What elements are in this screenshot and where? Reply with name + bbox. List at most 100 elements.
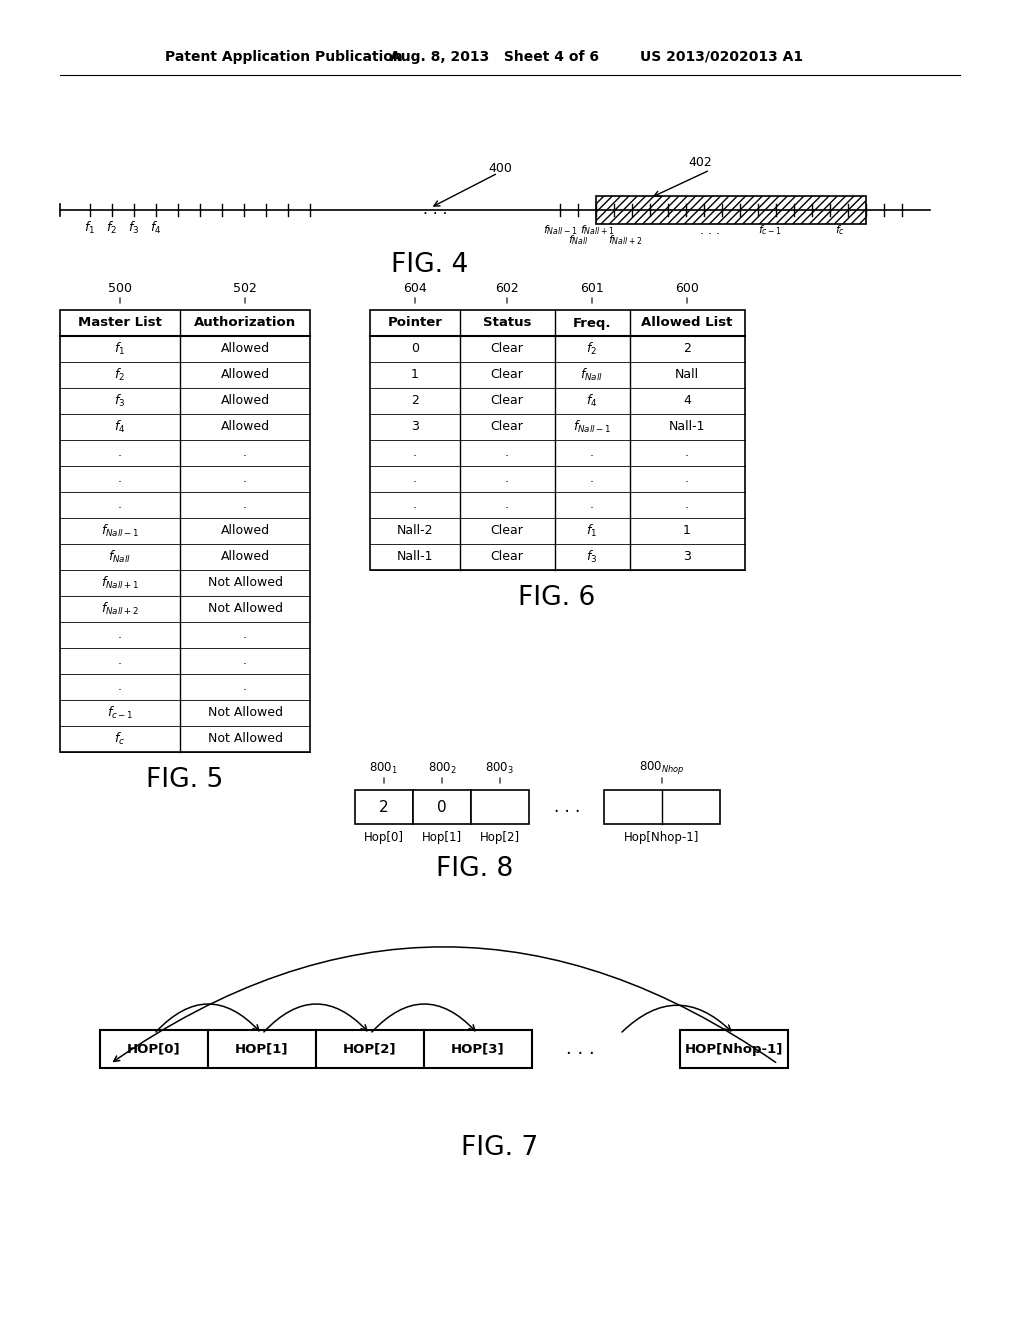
Text: .: . xyxy=(685,473,689,486)
Text: 2: 2 xyxy=(379,800,389,814)
Text: 604: 604 xyxy=(403,281,427,294)
Text: Patent Application Publication: Patent Application Publication xyxy=(165,50,402,63)
Text: Allowed: Allowed xyxy=(220,342,269,355)
Bar xyxy=(413,789,471,824)
Bar xyxy=(680,1030,788,1068)
Text: Clear: Clear xyxy=(490,368,523,381)
Text: .: . xyxy=(413,473,417,486)
Text: 3: 3 xyxy=(411,421,419,433)
Text: $f_{Nall}$: $f_{Nall}$ xyxy=(567,234,589,247)
Text: Allowed: Allowed xyxy=(220,395,269,408)
Text: HOP[3]: HOP[3] xyxy=(452,1043,505,1056)
Text: $f_{Nall+1}$: $f_{Nall+1}$ xyxy=(100,576,139,591)
Text: $f_{Nall+1}$: $f_{Nall+1}$ xyxy=(580,223,614,236)
Text: HOP[2]: HOP[2] xyxy=(343,1043,396,1056)
Text: .: . xyxy=(243,628,247,642)
Text: $f_4$: $f_4$ xyxy=(587,393,598,409)
Bar xyxy=(424,1030,532,1068)
Text: .: . xyxy=(685,446,689,459)
Text: Hop[0]: Hop[0] xyxy=(364,832,404,845)
Text: Pointer: Pointer xyxy=(387,317,442,330)
Text: 502: 502 xyxy=(233,281,257,294)
Text: . . .: . . . xyxy=(700,223,720,236)
Text: .: . xyxy=(505,499,509,511)
Text: Allowed List: Allowed List xyxy=(641,317,733,330)
Text: .: . xyxy=(413,499,417,511)
Text: $f_4$: $f_4$ xyxy=(151,220,162,236)
Text: $f_{Nall-1}$: $f_{Nall-1}$ xyxy=(100,523,139,539)
Text: FIG. 5: FIG. 5 xyxy=(146,767,223,793)
Text: Status: Status xyxy=(482,317,531,330)
Text: Freq.: Freq. xyxy=(572,317,611,330)
Text: 402: 402 xyxy=(688,157,712,169)
Text: HOP[Nhop-1]: HOP[Nhop-1] xyxy=(685,1043,783,1056)
Text: HOP[1]: HOP[1] xyxy=(236,1043,289,1056)
Bar xyxy=(316,1030,424,1068)
Text: HOP[0]: HOP[0] xyxy=(127,1043,181,1056)
Text: $f_c$: $f_c$ xyxy=(835,223,845,236)
Text: Hop[1]: Hop[1] xyxy=(422,832,462,845)
Text: Hop[2]: Hop[2] xyxy=(480,832,520,845)
Text: .: . xyxy=(590,499,594,511)
Text: 0: 0 xyxy=(411,342,419,355)
Text: .: . xyxy=(413,446,417,459)
Text: Not Allowed: Not Allowed xyxy=(208,706,283,719)
Text: .: . xyxy=(243,446,247,459)
Text: Allowed: Allowed xyxy=(220,368,269,381)
Text: $f_2$: $f_2$ xyxy=(587,341,598,356)
Text: $f_2$: $f_2$ xyxy=(115,367,126,383)
Text: Hop[Nhop-1]: Hop[Nhop-1] xyxy=(625,832,699,845)
Text: $f_3$: $f_3$ xyxy=(115,393,126,409)
Text: FIG. 8: FIG. 8 xyxy=(436,855,514,882)
Text: . . .: . . . xyxy=(423,202,447,218)
Text: 0: 0 xyxy=(437,800,446,814)
Text: .: . xyxy=(505,473,509,486)
Text: 602: 602 xyxy=(496,281,519,294)
Text: .: . xyxy=(505,446,509,459)
Text: Allowed: Allowed xyxy=(220,550,269,564)
Bar xyxy=(596,195,866,224)
Text: FIG. 4: FIG. 4 xyxy=(391,252,469,279)
Bar xyxy=(60,310,310,752)
Bar xyxy=(370,310,745,570)
Text: . . .: . . . xyxy=(565,1040,594,1059)
Bar xyxy=(355,789,413,824)
Text: $f_{Nall}$: $f_{Nall}$ xyxy=(109,549,131,565)
Text: 2: 2 xyxy=(683,342,691,355)
Text: 2: 2 xyxy=(411,395,419,408)
Bar xyxy=(208,1030,316,1068)
Text: .: . xyxy=(118,628,122,642)
Text: $f_2$: $f_2$ xyxy=(106,220,118,236)
Text: $800_1$: $800_1$ xyxy=(370,760,398,776)
Text: Aug. 8, 2013   Sheet 4 of 6: Aug. 8, 2013 Sheet 4 of 6 xyxy=(390,50,599,63)
Text: Nall: Nall xyxy=(675,368,699,381)
Bar xyxy=(471,789,529,824)
Text: 500: 500 xyxy=(108,281,132,294)
Text: .: . xyxy=(243,473,247,486)
Text: .: . xyxy=(118,473,122,486)
Text: US 2013/0202013 A1: US 2013/0202013 A1 xyxy=(640,50,803,63)
Text: $800_2$: $800_2$ xyxy=(427,760,457,776)
Text: Clear: Clear xyxy=(490,342,523,355)
Text: $f_{Nall+2}$: $f_{Nall+2}$ xyxy=(100,601,139,616)
Text: Nall-1: Nall-1 xyxy=(669,421,706,433)
Text: .: . xyxy=(243,681,247,693)
Text: .: . xyxy=(243,655,247,668)
Text: Clear: Clear xyxy=(490,421,523,433)
Text: 4: 4 xyxy=(683,395,691,408)
Text: 601: 601 xyxy=(581,281,604,294)
Text: Not Allowed: Not Allowed xyxy=(208,577,283,590)
Bar xyxy=(604,789,720,824)
Text: Clear: Clear xyxy=(490,524,523,537)
Text: $f_1$: $f_1$ xyxy=(84,220,95,236)
Text: Authorization: Authorization xyxy=(194,317,296,330)
Text: 600: 600 xyxy=(675,281,699,294)
Text: Clear: Clear xyxy=(490,550,523,564)
Text: 1: 1 xyxy=(411,368,419,381)
Text: Clear: Clear xyxy=(490,395,523,408)
Text: .: . xyxy=(118,681,122,693)
Text: $f_3$: $f_3$ xyxy=(587,549,598,565)
Text: .: . xyxy=(118,655,122,668)
Text: $800_3$: $800_3$ xyxy=(485,760,514,776)
Text: $f_1$: $f_1$ xyxy=(115,341,126,356)
